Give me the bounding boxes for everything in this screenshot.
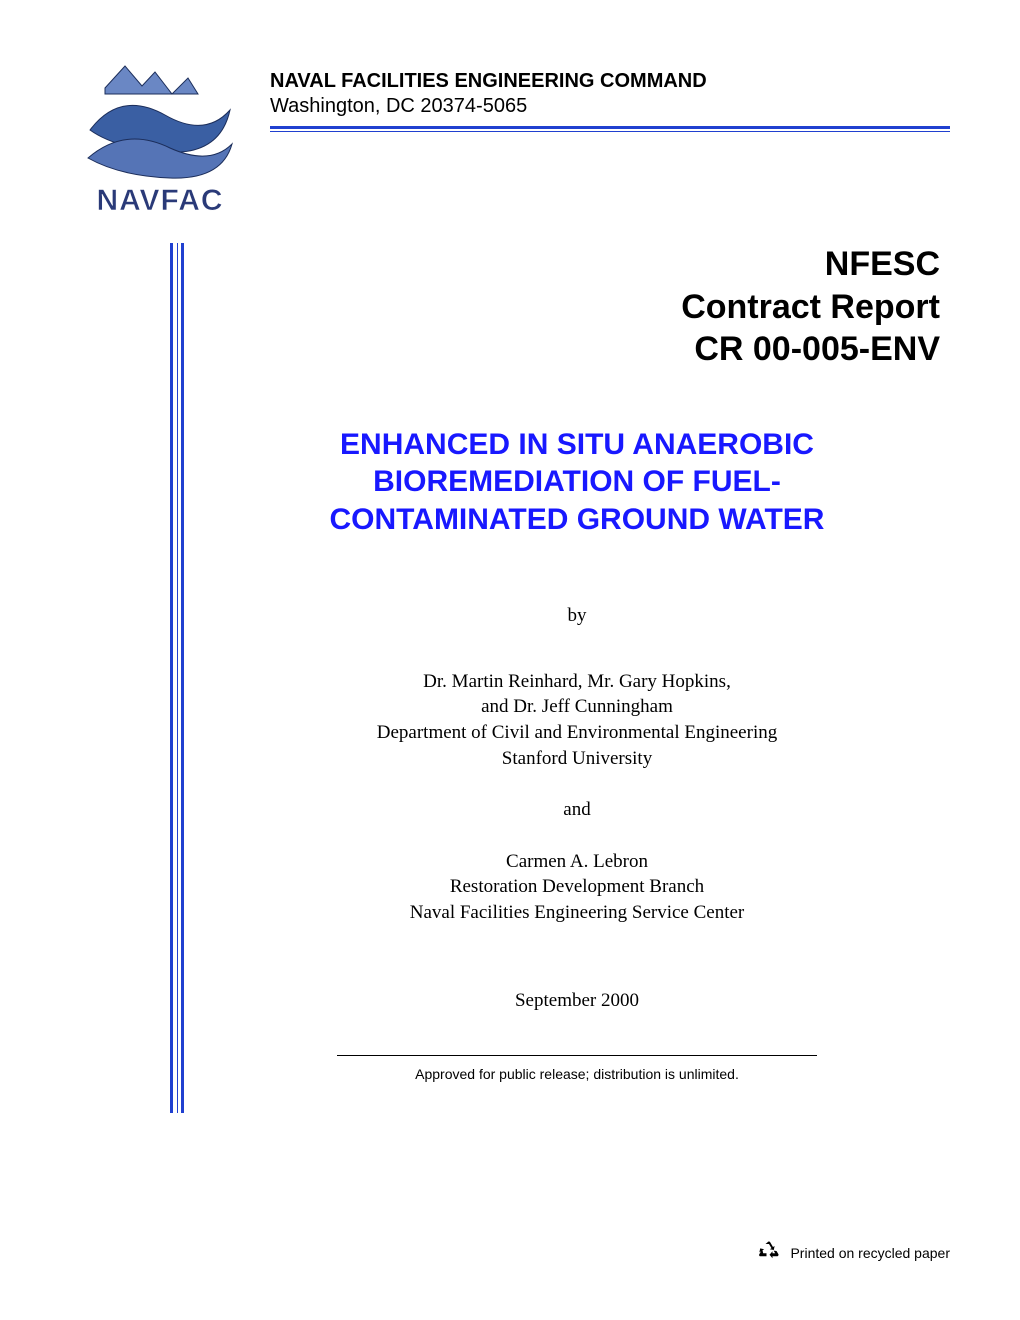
header-rule xyxy=(270,126,950,132)
byline-block: by Dr. Martin Reinhard, Mr. Gary Hopkins… xyxy=(214,603,940,1013)
report-date: September 2000 xyxy=(214,988,940,1014)
author-line: Naval Facilities Engineering Service Cen… xyxy=(214,900,940,926)
author-line: and Dr. Jeff Cunningham xyxy=(214,694,940,720)
by-label: by xyxy=(214,603,940,629)
org-name: NAVAL FACILITIES ENGINEERING COMMAND xyxy=(270,70,950,93)
author-line: Stanford University xyxy=(214,746,940,772)
report-identifier: NFESC Contract Report CR 00-005-ENV xyxy=(214,243,940,371)
header-row: NAVFAC NAVAL FACILITIES ENGINEERING COMM… xyxy=(70,60,950,225)
report-line-1: NFESC xyxy=(214,243,940,286)
org-block: NAVAL FACILITIES ENGINEERING COMMAND Was… xyxy=(270,60,950,132)
report-line-2: Contract Report xyxy=(214,286,940,329)
and-label: and xyxy=(214,797,940,823)
content-block: NFESC Contract Report CR 00-005-ENV ENHA… xyxy=(214,243,950,1113)
author-line: Restoration Development Branch xyxy=(214,874,940,900)
navfac-logo-block: NAVFAC xyxy=(70,60,250,225)
footer-text: Printed on recycled paper xyxy=(790,1245,950,1261)
author-line: Carmen A. Lebron xyxy=(214,849,940,875)
main-column: NFESC Contract Report CR 00-005-ENV ENHA… xyxy=(70,243,950,1113)
org-address: Washington, DC 20374-5065 xyxy=(270,95,950,118)
report-cover-page: NAVFAC NAVAL FACILITIES ENGINEERING COMM… xyxy=(0,0,1020,1320)
author-line: Department of Civil and Environmental En… xyxy=(214,720,940,746)
navfac-logo: NAVFAC xyxy=(70,60,250,220)
recycle-icon xyxy=(758,1241,782,1265)
authors-group-1: Dr. Martin Reinhard, Mr. Gary Hopkins, a… xyxy=(214,669,940,772)
vertical-rule xyxy=(170,243,184,1113)
document-title: ENHANCED IN SITU ANAEROBIC BIOREMEDIATIO… xyxy=(257,426,897,539)
author-line: Dr. Martin Reinhard, Mr. Gary Hopkins, xyxy=(214,669,940,695)
report-line-3: CR 00-005-ENV xyxy=(214,328,940,371)
navfac-logo-text: NAVFAC xyxy=(96,184,223,217)
footer-note: Printed on recycled paper xyxy=(758,1241,950,1265)
approval-statement: Approved for public release; distributio… xyxy=(214,1066,940,1082)
authors-group-2: Carmen A. Lebron Restoration Development… xyxy=(214,849,940,926)
approval-rule xyxy=(337,1055,817,1056)
